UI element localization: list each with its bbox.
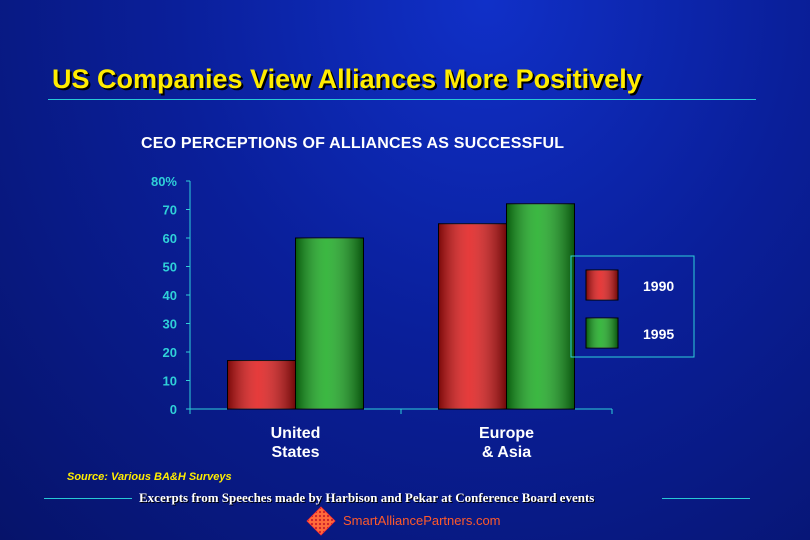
y-tick-label: 70 (163, 203, 177, 218)
y-tick-label: 40 (163, 288, 177, 303)
category-label: Europe (479, 425, 534, 442)
footer-text: Excerpts from Speeches made by Harbison … (139, 490, 595, 505)
source-note: Source: Various BA&H Surveys (67, 471, 232, 483)
slide-title: US Companies View Alliances More Positiv… (52, 64, 642, 94)
logo-text[interactable]: SmartAlliancePartners.com (343, 513, 501, 528)
y-tick-label: 50 (163, 260, 177, 275)
diamond-grid-logo-icon (306, 506, 336, 536)
y-tick-label: 20 (163, 345, 177, 360)
legend-label-1995: 1995 (643, 326, 674, 342)
legend-swatch-shade-1990 (586, 270, 618, 300)
y-tick-label: 0 (170, 402, 177, 417)
bar-shade-1990-1 (438, 223, 507, 409)
chart-title: CEO PERCEPTIONS OF ALLIANCES AS SUCCESSF… (141, 135, 565, 152)
y-tick-label: 30 (163, 317, 177, 332)
category-label: States (271, 444, 319, 461)
footer-rule-right (662, 498, 750, 499)
bar-shade-1995-0 (295, 238, 364, 409)
title-rule (48, 99, 756, 100)
bar-shade-1990-0 (227, 360, 296, 409)
category-label: & Asia (482, 444, 531, 461)
bar-shade-1995-1 (506, 203, 575, 409)
footer-rule-left (44, 498, 132, 499)
legend-box (570, 255, 695, 358)
legend-label-1990: 1990 (643, 278, 674, 294)
y-tick-label: 10 (163, 374, 177, 389)
y-tick-label: 80% (151, 174, 177, 189)
legend-swatch-shade-1995 (586, 318, 618, 348)
category-label: United (271, 425, 321, 442)
y-tick-label: 60 (163, 231, 177, 246)
